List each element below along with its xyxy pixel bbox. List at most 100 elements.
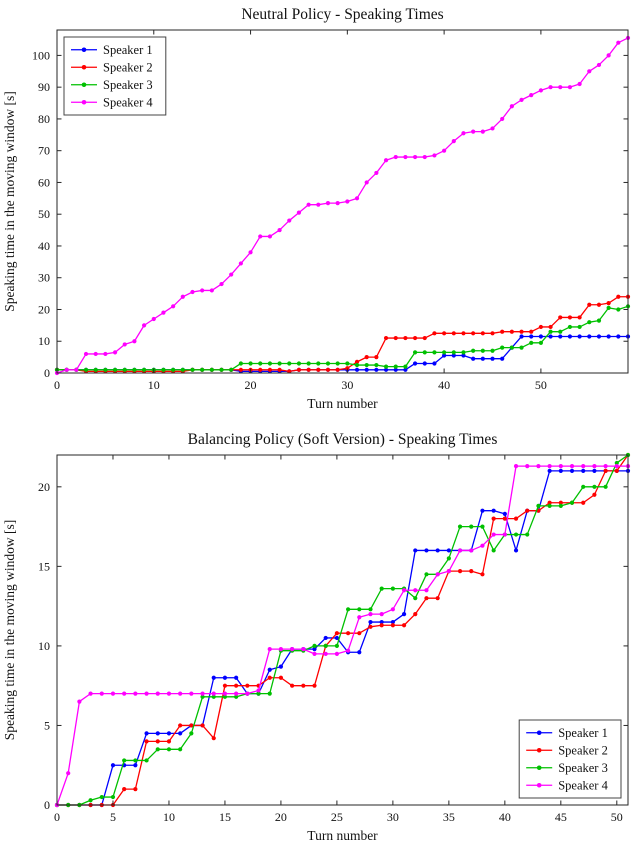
data-point-marker bbox=[178, 723, 183, 728]
data-point-marker bbox=[211, 675, 216, 680]
data-point-marker bbox=[74, 367, 79, 372]
legend-marker-sample bbox=[536, 782, 542, 788]
data-point-marker bbox=[567, 85, 573, 90]
data-point-marker bbox=[83, 351, 89, 357]
y-tick-label: 20 bbox=[38, 302, 50, 316]
data-point-marker bbox=[374, 170, 379, 176]
data-point-marker bbox=[480, 356, 485, 361]
data-point-marker bbox=[287, 218, 292, 223]
data-point-marker bbox=[316, 367, 321, 372]
data-point-marker bbox=[161, 310, 166, 315]
data-point-marker bbox=[606, 301, 611, 306]
data-point-marker bbox=[112, 350, 118, 355]
data-point-marker bbox=[133, 763, 138, 768]
data-point-marker bbox=[234, 683, 239, 688]
data-point-marker bbox=[383, 367, 389, 372]
data-point-marker bbox=[403, 364, 408, 369]
legend-label: Speaker 1 bbox=[558, 726, 608, 740]
legend-marker-sample bbox=[536, 730, 542, 736]
y-tick-label: 30 bbox=[38, 271, 50, 285]
y-tick-label: 10 bbox=[38, 639, 50, 653]
data-point-marker bbox=[577, 81, 582, 87]
data-point-marker bbox=[529, 340, 534, 345]
data-point-marker bbox=[491, 516, 496, 521]
data-point-marker bbox=[277, 367, 282, 372]
data-point-marker bbox=[513, 532, 519, 537]
data-point-marker bbox=[558, 85, 563, 90]
y-tick-label: 0 bbox=[44, 798, 50, 812]
y-tick-label: 100 bbox=[32, 48, 50, 62]
data-point-marker bbox=[171, 367, 176, 372]
data-point-marker bbox=[500, 345, 505, 350]
data-point-marker bbox=[461, 131, 466, 136]
figure-neutral-policy: 0 10 20 30 40 50 0 10 20 30 40 50 60 70 80 90 100 Neutral… bbox=[0, 0, 640, 425]
data-point-marker bbox=[267, 646, 272, 652]
data-point-marker bbox=[412, 350, 418, 355]
data-point-marker bbox=[548, 85, 553, 90]
legend-label: Speaker 2 bbox=[103, 60, 153, 74]
data-point-marker bbox=[469, 548, 474, 553]
neutral-policy-chart: 0 10 20 30 40 50 0 10 20 30 40 50 60 70 80 90 100 Neutral… bbox=[2, 6, 631, 411]
data-point-marker bbox=[222, 694, 228, 699]
data-point-marker bbox=[368, 607, 373, 612]
figure-balancing-policy: 0 5 10 15 20 25 30 35 40 45 50 0 5 10 15 20 Balancing Po… bbox=[0, 425, 640, 857]
legend-marker-sample bbox=[536, 765, 542, 771]
data-point-marker bbox=[603, 464, 608, 469]
axis-ticks bbox=[56, 455, 628, 806]
data-point-marker bbox=[357, 615, 362, 620]
data-point-marker bbox=[166, 747, 172, 752]
data-point-marker bbox=[301, 646, 306, 652]
data-point-marker bbox=[457, 548, 463, 553]
data-point-marker bbox=[77, 699, 82, 704]
data-point-marker bbox=[412, 361, 418, 366]
data-point-marker bbox=[480, 331, 485, 336]
y-tick-label: 50 bbox=[38, 207, 50, 221]
data-point-marker bbox=[219, 367, 224, 372]
data-point-marker bbox=[306, 361, 311, 366]
data-point-marker bbox=[519, 97, 524, 102]
data-point-marker bbox=[581, 500, 586, 505]
data-point-marker bbox=[471, 356, 476, 361]
data-point-marker bbox=[325, 200, 331, 206]
data-point-marker bbox=[451, 139, 456, 144]
data-point-marker bbox=[390, 607, 395, 612]
y-tick-label: 15 bbox=[38, 559, 50, 573]
data-point-marker bbox=[422, 361, 427, 366]
data-point-marker bbox=[587, 302, 592, 307]
data-point-marker bbox=[513, 464, 519, 469]
data-point-marker bbox=[316, 202, 321, 207]
data-point-marker bbox=[334, 631, 339, 636]
data-point-marker bbox=[603, 484, 608, 489]
series-speaker-3 bbox=[54, 452, 631, 808]
data-point-marker bbox=[538, 334, 544, 339]
data-point-marker bbox=[558, 315, 563, 320]
data-point-marker bbox=[110, 794, 116, 800]
data-point-marker bbox=[469, 569, 474, 574]
data-point-marker bbox=[166, 691, 172, 696]
data-point-marker bbox=[547, 464, 552, 469]
legend-item-speaker-2: Speaker 2 bbox=[71, 60, 153, 74]
data-point-marker bbox=[509, 329, 514, 334]
data-point-marker bbox=[166, 731, 172, 736]
data-point-marker bbox=[567, 315, 573, 320]
data-point-marker bbox=[393, 364, 398, 369]
data-point-marker bbox=[614, 460, 619, 466]
data-point-marker bbox=[354, 359, 360, 364]
data-point-marker bbox=[383, 335, 389, 341]
data-point-marker bbox=[480, 129, 485, 134]
data-point-marker bbox=[442, 353, 447, 358]
data-point-marker bbox=[558, 329, 563, 334]
data-point-marker bbox=[200, 723, 205, 728]
data-point-marker bbox=[435, 548, 440, 553]
legend-marker-sample bbox=[81, 47, 87, 53]
x-tick-label: 0 bbox=[54, 378, 60, 392]
data-point-marker bbox=[500, 356, 505, 361]
data-point-marker bbox=[401, 588, 407, 593]
data-point-marker bbox=[606, 53, 611, 58]
data-point-marker bbox=[189, 691, 194, 696]
y-axis-label: Speaking time in the moving window [s] bbox=[2, 91, 17, 311]
data-point-marker bbox=[211, 694, 216, 699]
data-point-marker bbox=[345, 366, 350, 371]
data-point-marker bbox=[142, 367, 147, 372]
x-tick-label: 20 bbox=[245, 378, 257, 392]
